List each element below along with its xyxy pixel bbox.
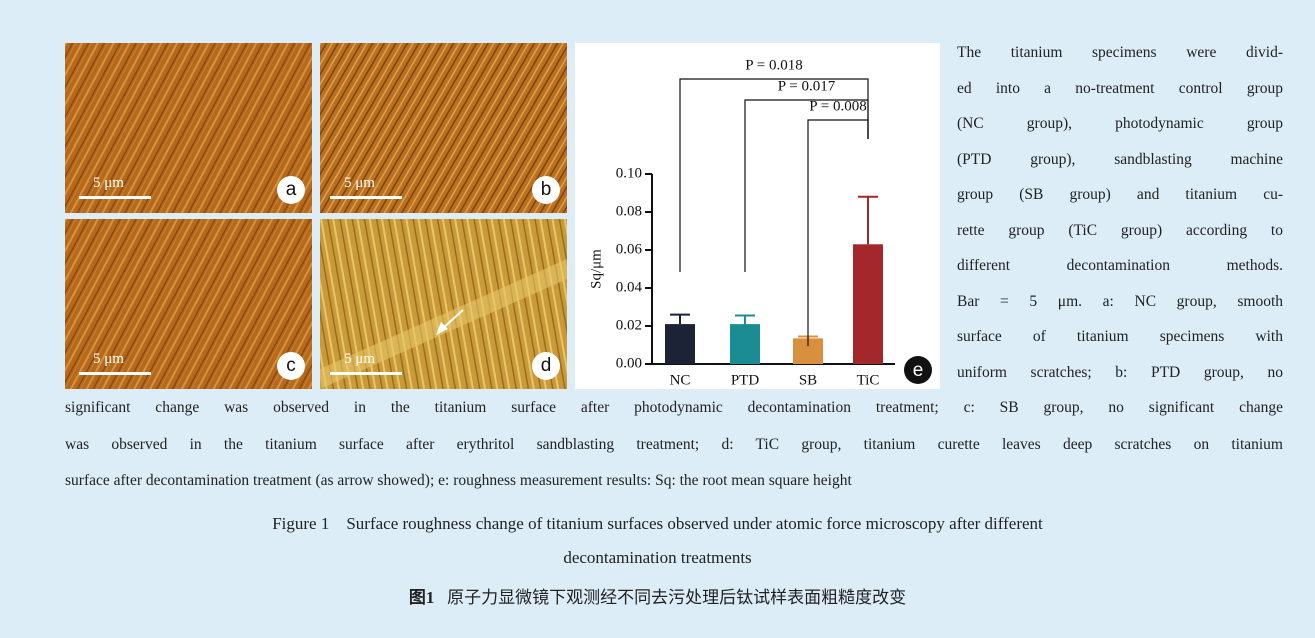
y-axis-label: Sq/μm [588, 249, 604, 289]
significance-bracket [807, 119, 869, 346]
p-value: P = 0.018 [745, 57, 803, 73]
text-line: uniform scratches; b: PTD group, no [957, 363, 1283, 381]
afm-image: 5 μm c [65, 219, 312, 389]
caption-label: 图1 [408, 588, 435, 607]
panel-label: b [532, 176, 560, 204]
text-line: was observed in the titanium surface aft… [65, 435, 1283, 453]
scale-text: 5 μm [93, 175, 124, 191]
panel-label-bg [904, 356, 932, 384]
text-line: group (SB group) and titanium cu- [957, 186, 1283, 203]
scale-text: 5 μm [93, 351, 124, 367]
scale-bar [330, 196, 402, 199]
afm-image: 5 μm b [320, 43, 567, 213]
afm-texture [65, 219, 312, 389]
caption-en: Figure 1 Surface roughness change of tit… [272, 514, 1043, 533]
scale-text: 5 μm [344, 175, 375, 191]
afm-image: 5 μm a [65, 43, 312, 213]
scale-text: 5 μm [344, 351, 375, 367]
text-line: ed into a no-treatment control group [957, 79, 1283, 97]
bar [665, 324, 695, 364]
text-line: Bar = 5 μm. a: NC group, smooth [957, 292, 1283, 310]
text-line: surface of titanium specimens with [957, 328, 1283, 345]
text-line: surface after decontamination treatment … [65, 472, 852, 489]
x-tick-label: NC [670, 372, 691, 388]
afm-texture [65, 43, 312, 213]
x-tick-label: SB [799, 372, 817, 388]
x-tick-label: TiC [857, 372, 880, 388]
text-line: The titanium specimens were divid- [957, 44, 1283, 61]
panel-label: d [532, 352, 560, 380]
afm-texture [320, 219, 567, 389]
bar [853, 244, 883, 364]
p-value: P = 0.017 [778, 78, 836, 94]
text-line: rette group (TiC group) according to [957, 221, 1283, 239]
panel-label: a [277, 176, 305, 204]
y-tick-label: 0.08 [616, 203, 642, 219]
text-line: significant change was observed in the t… [65, 399, 1283, 416]
caption-en: decontamination treatments [563, 548, 752, 567]
y-tick-label: 0.04 [616, 279, 643, 295]
caption-text: 原子力显微镜下观测经不同去污处理后钛试样表面粗糙度改变 [447, 588, 907, 607]
caption-zh: 图1 原子力显微镜下观测经不同去污处理后钛试样表面粗糙度改变 [0, 583, 1315, 608]
text-line: (NC group), photodynamic group [957, 115, 1283, 132]
bar-chart: 0.00 0.02 0.04 0.06 0.08 0.10 Sq/μm NC PTD SB TiC P… [575, 43, 940, 389]
panel-label: e [913, 360, 924, 381]
scale-bar [79, 372, 151, 375]
y-tick-label: 0.10 [616, 165, 642, 181]
afm-texture [320, 43, 567, 213]
y-tick-label: 0.00 [616, 355, 642, 371]
text-line: different decontamination methods. [957, 257, 1283, 274]
y-tick-label: 0.06 [616, 241, 643, 257]
scale-bar [79, 196, 151, 199]
x-tick-label: PTD [731, 372, 760, 388]
bar [730, 324, 760, 364]
scale-bar [330, 372, 402, 375]
text-line: (PTD group), sandblasting machine [957, 150, 1283, 168]
panel-label: c [277, 352, 305, 380]
afm-image: 5 μm d [320, 219, 567, 389]
significance-bracket [744, 99, 869, 272]
p-value: P = 0.008 [809, 98, 867, 114]
y-tick-label: 0.02 [616, 317, 642, 333]
